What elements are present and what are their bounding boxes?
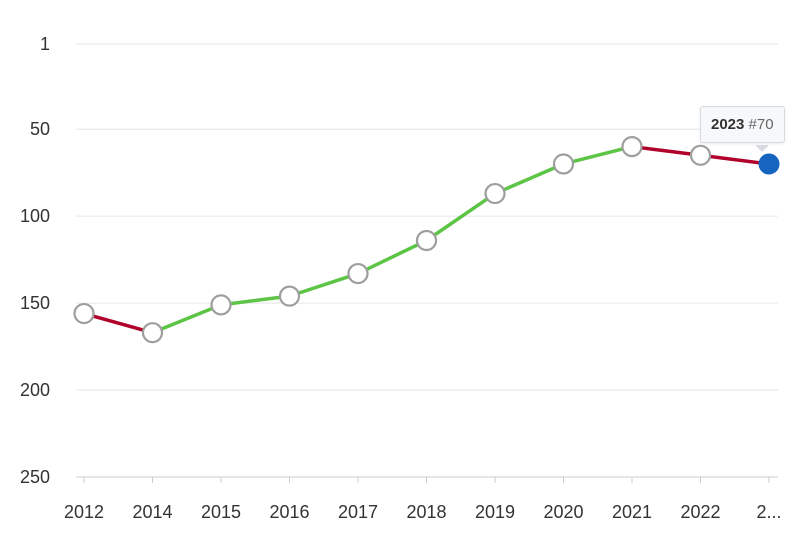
line-segment <box>493 162 566 196</box>
tooltip-arrow <box>755 145 769 152</box>
y-tick-label: 100 <box>20 206 50 226</box>
x-tick-label: 2022 <box>680 502 720 522</box>
line-segment <box>287 271 360 298</box>
y-tick-label: 200 <box>20 380 50 400</box>
line-segment <box>630 144 703 158</box>
y-tick-label: 150 <box>20 293 50 313</box>
x-tick-label: 2021 <box>612 502 652 522</box>
x-tick-label: 2017 <box>338 502 378 522</box>
series-points[interactable] <box>73 135 780 344</box>
line-segment <box>356 238 429 276</box>
y-tick-label: 1 <box>40 34 50 54</box>
tooltip-year: 2023 <box>711 116 745 133</box>
line-segment <box>150 303 223 335</box>
line-segment <box>698 153 771 166</box>
x-tick-label: 2014 <box>132 502 172 522</box>
data-point[interactable] <box>73 302 95 325</box>
x-tick-label: 2015 <box>201 502 241 522</box>
data-point[interactable] <box>347 262 369 285</box>
data-point[interactable] <box>415 229 438 252</box>
x-tick-label: 2012 <box>64 502 104 522</box>
data-point[interactable] <box>484 182 506 205</box>
series-line <box>82 144 771 335</box>
x-tick-label: 2018 <box>406 502 446 522</box>
line-segment <box>219 294 292 307</box>
highlighted-data-point[interactable] <box>758 153 780 175</box>
x-tick-label: 2019 <box>475 502 515 522</box>
data-point[interactable] <box>689 144 712 166</box>
line-segment <box>424 191 497 243</box>
data-point[interactable] <box>210 294 232 316</box>
point-tooltip: 2023 #70 <box>700 106 785 143</box>
x-tick-label: 2016 <box>269 502 309 522</box>
data-point[interactable] <box>141 322 164 344</box>
x-axis-ticks: 2012 2014 2015 2016 2017 2018 2019 2020 2021 2022… <box>64 477 782 522</box>
tooltip-rank: #70 <box>748 116 774 133</box>
data-point[interactable] <box>278 285 301 307</box>
data-point[interactable] <box>552 153 575 175</box>
x-tick-label: 2020 <box>543 502 583 522</box>
x-tick-label: 2... <box>756 502 781 522</box>
y-tick-label: 50 <box>30 119 50 139</box>
data-point[interactable] <box>621 135 643 158</box>
line-segment <box>561 144 634 166</box>
line-segment <box>82 311 155 335</box>
y-tick-label: 250 <box>20 467 50 487</box>
grid-lines <box>76 43 778 478</box>
